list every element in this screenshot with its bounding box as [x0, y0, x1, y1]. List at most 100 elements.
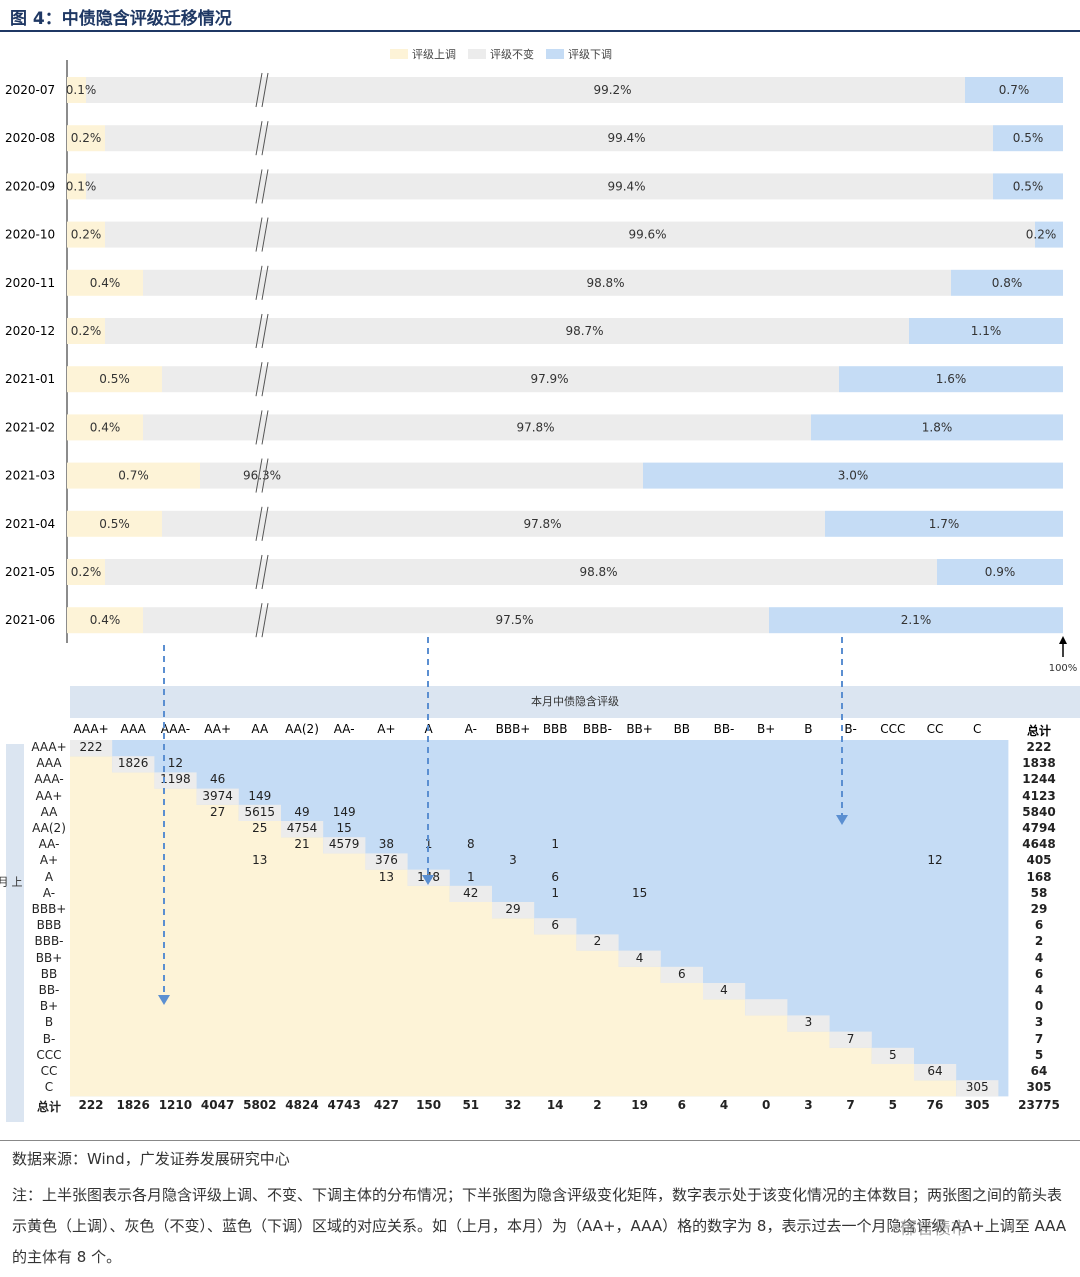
bar-down	[993, 125, 1063, 152]
matrix-row-header: BBB-	[34, 934, 64, 949]
bar-up-label: 0.4%	[90, 613, 121, 627]
matrix-row-header: AA	[40, 804, 58, 819]
figure-title: 图 4：中债隐含评级迁移情况	[10, 9, 232, 29]
matrix-row-total: 5840	[1022, 804, 1056, 819]
matrix-diagonal-cell	[914, 1064, 957, 1081]
category-label: 2021-05	[5, 565, 55, 579]
bar-up-label: 0.2%	[71, 228, 102, 242]
bar-down-label: 1.7%	[929, 517, 960, 531]
matrix-col-total: 6	[677, 1098, 686, 1113]
category-label: 2020-07	[5, 83, 55, 97]
bar-same	[162, 510, 825, 537]
stacked-bar-chart: 2020-07 0.1% 99.2% 0.7% 2020-08 0.2% 99.4% 0.5%…	[5, 60, 1077, 674]
matrix-cell: 27	[209, 804, 226, 819]
bar-same	[105, 221, 1035, 248]
matrix-col-header: AA(2)	[285, 722, 319, 736]
matrix-cell: 1198	[160, 772, 191, 787]
matrix-cell: 1	[551, 885, 559, 900]
matrix-row-header: B+	[39, 999, 59, 1014]
source-text: 数据来源：Wind，广发证券发展研究中心	[12, 1150, 290, 1168]
matrix-row-header: AA(2)	[32, 821, 66, 835]
category-label: 2020-10	[5, 228, 55, 242]
category-label: 2020-08	[5, 131, 55, 145]
matrix-cell: 13	[252, 853, 268, 868]
legend-down-swatch	[546, 49, 564, 59]
matrix-col-total: 5	[888, 1098, 897, 1113]
matrix-cell: 2	[593, 934, 602, 949]
matrix-row-header: AAA	[36, 756, 62, 771]
bar-down	[937, 559, 1063, 585]
axis-break-mark	[261, 554, 269, 590]
matrix-cell: 3974	[202, 788, 233, 803]
bar-up-label: 0.2%	[71, 131, 102, 145]
matrix-col-header: AAA-	[160, 722, 191, 736]
matrix-col-total: 3	[804, 1098, 813, 1113]
matrix-col-total: 305	[964, 1098, 990, 1113]
matrix-row-total: 5	[1034, 1047, 1044, 1062]
bar-up-label: 0.1%	[66, 179, 97, 193]
bar-up	[67, 414, 143, 441]
matrix-col-total: 4	[719, 1098, 729, 1113]
matrix-col-total: 427	[373, 1098, 399, 1113]
bar-same-label: 97.8%	[523, 517, 561, 531]
axis-break-mark	[255, 265, 263, 300]
bar-same	[86, 173, 993, 200]
matrix-col-total: 14	[546, 1098, 564, 1113]
matrix-cell: 4754	[286, 821, 318, 835]
matrix-cell: 1826	[117, 756, 149, 771]
matrix-diagonal-cell	[703, 983, 746, 1000]
bar-down-label: 1.6%	[936, 372, 967, 386]
matrix-row-header: B	[44, 1015, 54, 1030]
category-label: 2020-12	[5, 324, 55, 338]
matrix-diagonal-cell	[618, 950, 661, 967]
matrix-cell: 21	[294, 837, 310, 852]
category-label: 2021-06	[5, 613, 55, 627]
axis-break-mark	[261, 265, 269, 300]
matrix-diagonal-cell	[787, 1015, 830, 1032]
matrix-diagonal-cell	[956, 1080, 999, 1097]
matrix-col-total: 5802	[243, 1098, 277, 1113]
matrix-row-total: 1244	[1022, 772, 1056, 787]
matrix-cell: 7	[846, 1031, 855, 1046]
bar-up-label: 0.7%	[118, 469, 149, 483]
matrix-diagonal-cell	[112, 756, 155, 773]
matrix-col-total: 4824	[285, 1098, 319, 1113]
matrix-col-header: C	[972, 722, 982, 736]
bar-up	[67, 462, 200, 489]
bar-same	[143, 414, 811, 441]
matrix-row-header: BB-	[38, 983, 60, 997]
matrix-cell: 3	[804, 1015, 813, 1030]
bar-up-label: 0.2%	[71, 324, 102, 338]
bar-down-label: 0.8%	[992, 276, 1023, 290]
axis-break-mark	[255, 506, 263, 541]
matrix-col-header: BB+	[626, 722, 653, 736]
matrix-row-header: AA-	[38, 837, 60, 852]
matrix-row-total: 2	[1034, 934, 1044, 949]
bar-same-label: 96.3%	[243, 469, 281, 483]
bar-down	[825, 510, 1063, 537]
matrix-col-header: A	[424, 722, 433, 736]
legend: 评级上调 评级不变 评级下调	[390, 46, 612, 62]
matrix-cell: 13	[378, 869, 395, 884]
matrix-cell: 12	[167, 756, 184, 771]
bar-up	[67, 77, 86, 103]
matrix-col-total: 19	[631, 1098, 648, 1113]
matrix-row-header: CCC	[36, 1047, 62, 1062]
axis-break-mark	[255, 362, 263, 397]
matrix-col-header: AAA	[120, 722, 146, 736]
matrix-row-total: 4794	[1022, 821, 1056, 835]
matrix-cell: 38	[378, 837, 395, 852]
bar-same	[200, 462, 643, 489]
matrix-col-header: B+	[757, 722, 776, 736]
matrix-cell: 5615	[244, 804, 276, 819]
watermark: 郁言债市	[900, 1219, 968, 1239]
matrix-row-total: 29	[1030, 902, 1048, 916]
matrix-row-header: BB+	[35, 950, 63, 965]
matrix-row-axis-label: 上月中债隐含评级	[0, 876, 23, 887]
bar-up-label: 0.2%	[71, 565, 102, 579]
bar-down-label: 1.8%	[922, 420, 953, 434]
axis-break-mark	[255, 313, 263, 349]
source-rule	[0, 1140, 1080, 1141]
matrix-diagonal-cell	[196, 788, 239, 805]
axis-break-mark	[255, 410, 263, 445]
